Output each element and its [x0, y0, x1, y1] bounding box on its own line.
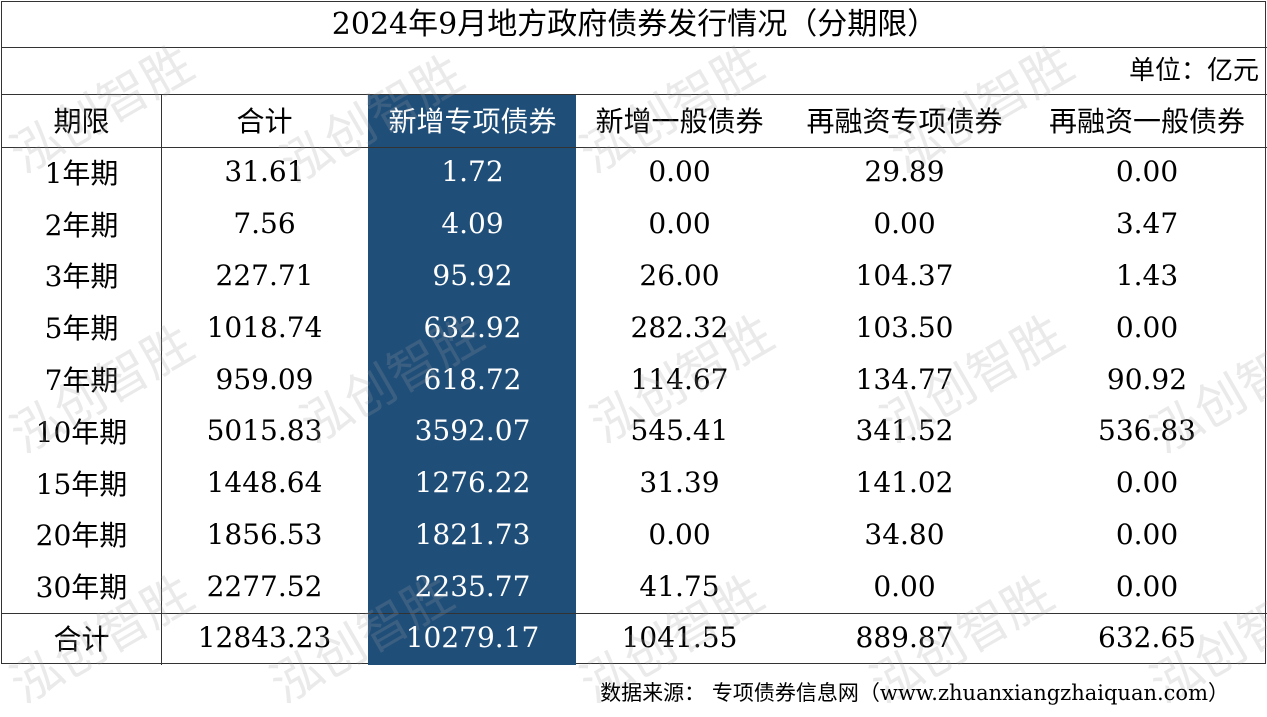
table-cell: 5年期: [44, 312, 119, 346]
table-cell: 134.77: [855, 362, 954, 396]
table-cell: 141.02: [855, 466, 954, 500]
total-cell: 合计: [53, 622, 110, 656]
table-row: 7年期 959.09 618.72 114.67 134.77 90.92: [2, 353, 1267, 405]
table-row: 5年期 1018.74 632.92 282.32 103.50 0.00: [2, 301, 1267, 353]
total-cell: 12843.23: [197, 621, 332, 655]
table-cell: 282.32: [630, 310, 729, 344]
header-cell: 再融资一般债券: [1048, 105, 1245, 138]
unit-label: 单位：亿元: [1128, 56, 1259, 86]
table-cell: 15年期: [35, 467, 128, 501]
table-cell: 5015.83: [206, 414, 323, 448]
table-cell: 0.00: [1115, 155, 1179, 189]
table-cell: 959.09: [215, 362, 314, 396]
table-cell: 2年期: [44, 208, 119, 242]
total-divider: [2, 613, 1267, 614]
table-cell: 0.00: [648, 155, 711, 189]
table-cell: 104.37: [855, 258, 954, 292]
table-cell: 1.72: [441, 155, 504, 189]
table-row: 20年期 1856.53 1821.73 0.00 34.80 0.00: [2, 509, 1267, 561]
table-cell: 0.00: [873, 207, 936, 241]
header-cell: 合计: [236, 105, 293, 138]
table-cell: 41.75: [639, 569, 720, 603]
header-cell: 新增一般债券: [595, 105, 764, 138]
table-row: 30年期 2277.52 2235.77 41.75 0.00 0.00: [2, 560, 1267, 612]
table-cell: 618.72: [423, 362, 522, 396]
table-row: 1年期 31.61 1.72 0.00 29.89 0.00: [2, 146, 1267, 198]
table-cell: 2235.77: [414, 569, 531, 603]
table-cell: 632.92: [423, 310, 522, 344]
header-cell: 期限: [53, 105, 110, 138]
table-cell: 1年期: [44, 156, 119, 190]
table-cell: 0.00: [1115, 517, 1179, 551]
table-cell: 114.67: [630, 362, 729, 396]
header-cell: 再融资专项债券: [806, 105, 1003, 138]
table-cell: 29.89: [864, 155, 945, 189]
table-cell: 227.71: [215, 258, 314, 292]
table-cell: 0.00: [1115, 569, 1179, 603]
table-cell: 31.61: [224, 155, 305, 189]
header-row: 期限 合计 新增专项债券 新增一般债券 再融资专项债券 再融资一般债券: [2, 94, 1267, 146]
total-cell: 889.87: [855, 621, 954, 655]
table-cell: 0.00: [873, 569, 936, 603]
bond-table: 期限 合计 新增专项债券 新增一般债券 再融资专项债券 再融资一般债券 1年期 …: [2, 94, 1267, 663]
unit-divider: [2, 94, 1267, 95]
table-cell: 1448.64: [206, 466, 323, 500]
table-cell: 341.52: [855, 414, 954, 448]
total-row: 合计 12843.23 10279.17 1041.55 889.87 632.…: [2, 612, 1267, 663]
table-cell: 31.39: [639, 466, 720, 500]
table-cell: 26.00: [639, 258, 720, 292]
highlight-column: [368, 94, 576, 665]
total-cell: 632.65: [1098, 621, 1196, 655]
table-cell: 103.50: [855, 310, 954, 344]
table-row: 3年期 227.71 95.92 26.00 104.37 1.43: [2, 250, 1267, 302]
table-cell: 1.43: [1115, 258, 1179, 292]
table-cell: 1276.22: [414, 466, 531, 500]
table-cell: 3592.07: [414, 414, 531, 448]
table-row: 2年期 7.56 4.09 0.00 0.00 3.47: [2, 198, 1267, 250]
table-cell: 10年期: [35, 415, 128, 449]
table-cell: 1856.53: [206, 517, 323, 551]
table-cell: 0.00: [1115, 310, 1179, 344]
table-cell: 7.56: [233, 207, 296, 241]
table-cell: 3.47: [1115, 207, 1179, 241]
table-cell: 545.41: [630, 414, 729, 448]
table-cell: 4.09: [441, 207, 504, 241]
table-cell: 2277.52: [206, 569, 323, 603]
table-cell: 0.00: [1115, 466, 1179, 500]
total-cell: 1041.55: [621, 621, 738, 655]
header-cell: 新增专项债券: [388, 105, 557, 138]
table-cell: 34.80: [864, 517, 945, 551]
table-frame: 2024年9月地方政府债券发行情况（分期限） 单位：亿元 期限 合计 新增专项债…: [1, 1, 1267, 665]
table-cell: 1018.74: [206, 310, 323, 344]
table-cell: 3年期: [44, 260, 119, 294]
table-cell: 0.00: [648, 207, 711, 241]
total-cell: 10279.17: [405, 621, 540, 655]
table-row: 10年期 5015.83 3592.07 545.41 341.52 536.8…: [2, 405, 1267, 457]
page-title: 2024年9月地方政府债券发行情况（分期限）: [2, 2, 1267, 48]
table-cell: 30年期: [35, 571, 128, 605]
table-cell: 95.92: [432, 258, 513, 292]
table-cell: 0.00: [648, 517, 711, 551]
table-row: 15年期 1448.64 1276.22 31.39 141.02 0.00: [2, 457, 1267, 509]
table-cell: 20年期: [35, 519, 128, 553]
col-divider: [161, 94, 162, 665]
table-cell: 1821.73: [414, 517, 531, 551]
table-cell: 536.83: [1098, 414, 1196, 448]
table-cell: 90.92: [1106, 362, 1188, 396]
header-divider: [2, 147, 1267, 148]
data-source: 数据来源： 专项债券信息网（www.zhuanxiangzhaiquan.com…: [600, 681, 1229, 705]
table-cell: 7年期: [44, 364, 119, 398]
